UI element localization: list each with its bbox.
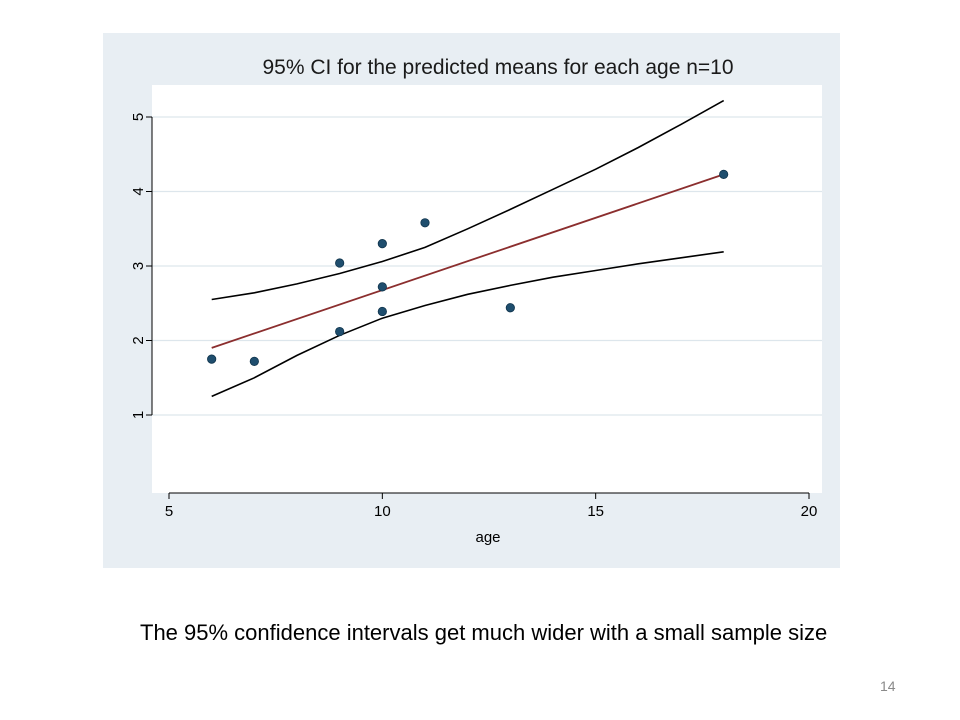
data-point-10 [719, 169, 729, 179]
ci-lower-line [211, 251, 724, 398]
data-point-8 [420, 218, 430, 228]
chart-svg: 95% CI for the predicted means for each … [130, 56, 822, 546]
axes: 1 2 3 4 5 5 10 15 20 [130, 113, 817, 520]
x-tick-label-10: 10 [374, 503, 391, 520]
x-tick-label-15: 15 [587, 503, 604, 520]
x-tick-label-20: 20 [801, 503, 818, 520]
y-tick-label-3: 3 [130, 262, 147, 270]
data-point-9 [505, 303, 515, 313]
plot-area [152, 85, 822, 493]
x-axis-label: age [475, 529, 500, 546]
y-tick-label-2: 2 [130, 336, 147, 344]
y-tick-label-1: 1 [130, 411, 147, 419]
data-point-7 [377, 306, 387, 317]
data-point-3 [335, 258, 345, 268]
ci-upper-line [211, 99, 725, 301]
confidence-interval-lines [211, 99, 725, 398]
data-point-1 [207, 354, 217, 364]
gridlines [152, 116, 822, 416]
x-tick-label-5: 5 [165, 503, 173, 520]
data-points [207, 169, 729, 366]
y-tick-label-5: 5 [130, 113, 147, 121]
y-tick-label-4: 4 [130, 187, 147, 195]
fit-line [211, 173, 724, 349]
data-point-5 [377, 239, 387, 249]
data-point-6 [377, 282, 387, 292]
slide-number: 14 [880, 678, 896, 694]
slide-caption: The 95% confidence intervals get much wi… [140, 620, 828, 645]
chart-panel: 95% CI for the predicted means for each … [103, 33, 840, 568]
chart-title: 95% CI for the predicted means for each … [262, 56, 733, 79]
fitted-line [211, 173, 724, 349]
data-point-4 [335, 326, 345, 337]
data-point-2 [249, 356, 259, 366]
